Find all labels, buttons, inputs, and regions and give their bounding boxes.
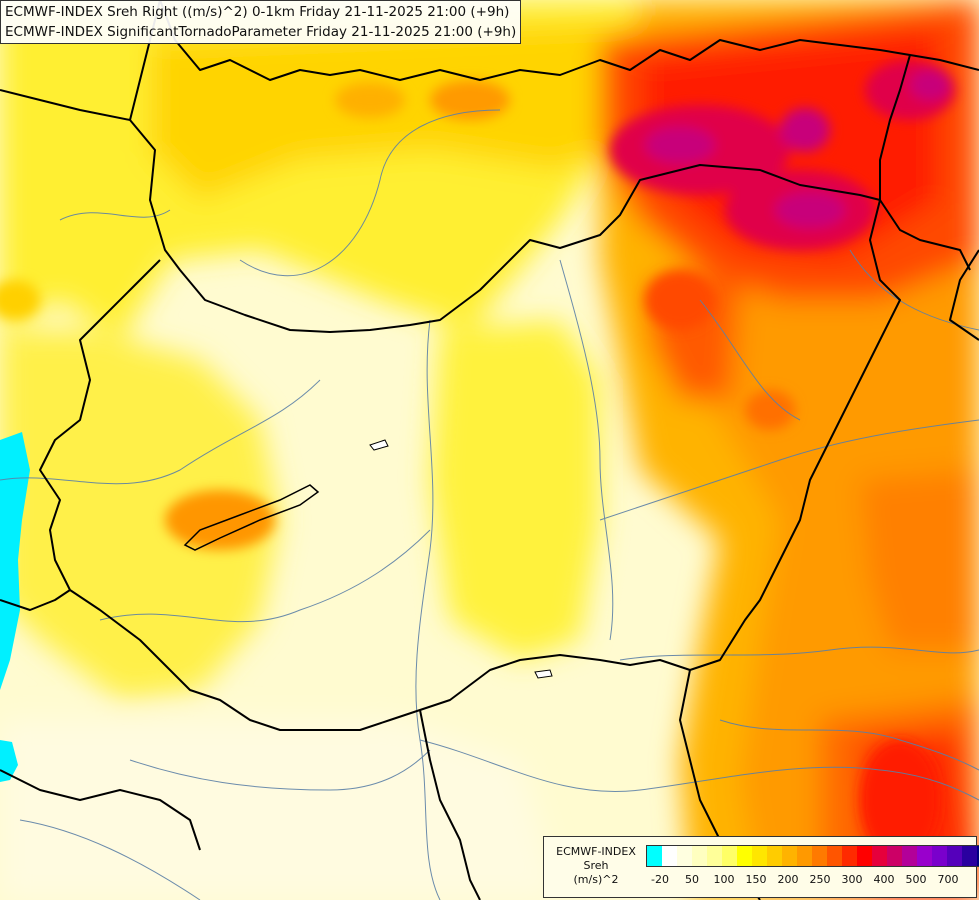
legend-swatch	[902, 846, 917, 866]
legend-swatch	[842, 846, 857, 866]
lake-balaton	[183, 484, 320, 551]
rivers	[0, 109, 979, 900]
header-line-sreh: ECMWF-INDEX Sreh Right ((m/s)^2) 0-1km F…	[5, 4, 510, 20]
lake-small-2	[534, 669, 553, 679]
legend-swatch	[662, 846, 677, 866]
legend-tick-label: 50	[685, 873, 699, 886]
legend-tick-label: 500	[905, 873, 927, 886]
legend-unit: (m/s)^2	[573, 873, 619, 886]
map-header: ECMWF-INDEX Sreh Right ((m/s)^2) 0-1km F…	[0, 0, 522, 44]
legend-swatch	[767, 846, 782, 866]
legend-swatch	[872, 846, 887, 866]
color-legend: ECMWF-INDEX Sreh (m/s)^2 -20 50 100 150 200 2…	[543, 836, 979, 898]
legend-tick-label: 150	[745, 873, 767, 886]
legend-swatch	[782, 846, 797, 866]
legend-swatch	[887, 846, 902, 866]
legend-tick-label: 250	[809, 873, 831, 886]
legend-swatch	[707, 846, 722, 866]
legend-swatch	[692, 846, 707, 866]
legend-tick-label: 300	[841, 873, 863, 886]
legend-color-bar	[646, 845, 979, 867]
legend-swatch	[812, 846, 827, 866]
sreh-maxima	[0, 60, 955, 860]
lake-small	[369, 439, 389, 451]
legend-swatch	[962, 846, 977, 866]
legend-swatch	[737, 846, 752, 866]
legend-variable: Sreh	[583, 859, 609, 872]
legend-tick-label: 100	[713, 873, 735, 886]
legend-tick-label: 200	[777, 873, 799, 886]
legend-swatch	[857, 846, 872, 866]
legend-tick-label: 400	[873, 873, 895, 886]
legend-source: ECMWF-INDEX	[556, 845, 636, 858]
header-line-stp: ECMWF-INDEX SignificantTornadoParameter …	[5, 24, 517, 40]
legend-swatch	[917, 846, 932, 866]
legend-swatch	[827, 846, 842, 866]
legend-tick-label: -20	[651, 873, 669, 886]
legend-swatch	[677, 846, 692, 866]
legend-swatch	[722, 846, 737, 866]
legend-swatch	[947, 846, 962, 866]
legend-tick-label: 700	[937, 873, 959, 886]
legend-swatch	[647, 846, 662, 866]
legend-swatch	[977, 846, 979, 866]
legend-swatch	[752, 846, 767, 866]
legend-title: ECMWF-INDEX Sreh (m/s)^2	[548, 845, 644, 887]
negative-area-west	[0, 432, 30, 690]
legend-swatch	[797, 846, 812, 866]
legend-swatch	[932, 846, 947, 866]
legend-tick-labels: -20 50 100 150 200 250 300 400 500 700	[646, 873, 971, 889]
